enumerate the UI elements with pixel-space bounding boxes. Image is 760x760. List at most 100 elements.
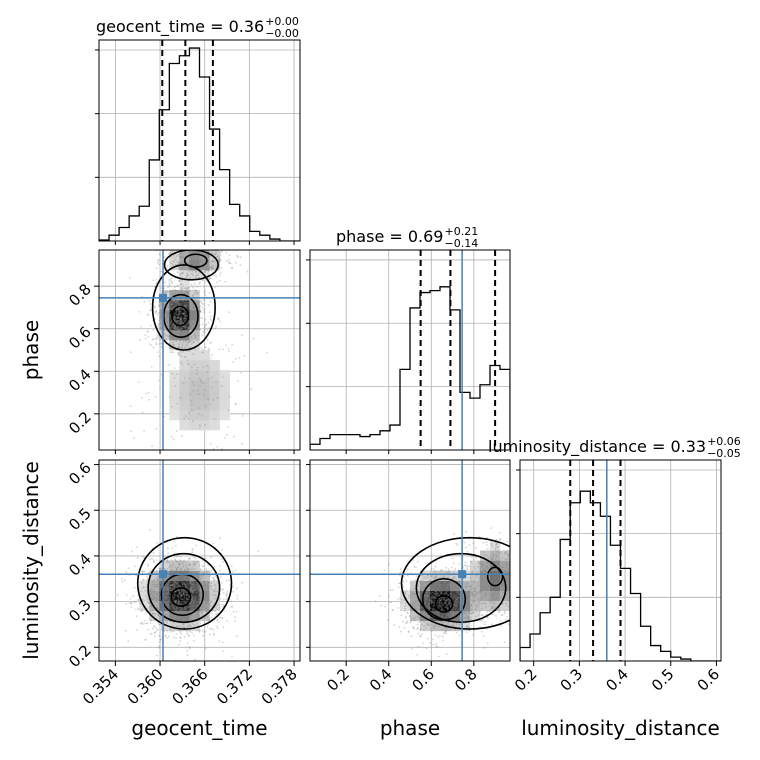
sample-point [149, 590, 152, 592]
sample-point [456, 589, 459, 591]
sample-point [207, 585, 209, 588]
sample-point [212, 265, 215, 267]
sample-point [494, 558, 497, 560]
sample-point [163, 596, 166, 598]
sample-point [219, 274, 221, 276]
density-cell [199, 600, 210, 612]
sample-point [210, 616, 213, 619]
sample-point [185, 329, 188, 332]
sample-point [149, 589, 152, 592]
sample-point [419, 588, 422, 591]
sample-point [480, 630, 483, 633]
sample-point [190, 583, 193, 585]
sample-point [201, 614, 204, 617]
sample-point [169, 251, 172, 254]
sample-point [496, 546, 499, 548]
sample-point [188, 609, 191, 612]
sample-point [208, 292, 211, 294]
sample-point [179, 329, 182, 331]
sample-point [524, 598, 526, 600]
sample-point [207, 398, 210, 401]
sample-point [188, 578, 191, 581]
sample-point [209, 633, 211, 636]
sample-point [431, 589, 433, 592]
sample-point [465, 584, 467, 587]
sample-point [486, 628, 489, 630]
sample-point [178, 307, 180, 309]
sample-point [171, 282, 173, 284]
sample-point [204, 585, 207, 588]
sample-point [197, 325, 200, 327]
sample-point [153, 595, 156, 598]
sample-point [158, 253, 161, 256]
sample-point [208, 254, 211, 257]
sample-point [173, 596, 176, 599]
sample-point [182, 317, 185, 320]
sample-point [144, 589, 147, 592]
sample-point [225, 579, 228, 582]
sample-point [477, 601, 480, 603]
sample-point [208, 255, 210, 258]
sample-point [202, 330, 205, 333]
sample-point [238, 468, 240, 470]
sample-point [204, 588, 206, 591]
sample-point [486, 589, 488, 592]
sample-point [177, 589, 179, 591]
sample-point [497, 564, 500, 566]
sample-point [175, 581, 178, 584]
density-cell [199, 360, 210, 371]
sample-point [466, 568, 469, 571]
sample-point [169, 628, 171, 631]
sample-point [199, 622, 202, 625]
sample-point [434, 590, 437, 593]
sample-point [156, 654, 158, 657]
sample-point [447, 568, 450, 570]
sample-point [181, 581, 184, 584]
sample-point [453, 576, 456, 579]
sample-point [186, 272, 189, 274]
sample-point [206, 601, 209, 604]
sample-point [192, 353, 195, 355]
sample-point [179, 273, 182, 276]
sample-point [492, 576, 495, 578]
sample-point [158, 263, 160, 266]
sample-point [179, 310, 182, 313]
sample-point [517, 608, 519, 610]
sample-point [478, 535, 481, 538]
sample-point [196, 262, 199, 265]
sample-point [441, 635, 444, 638]
sample-point [173, 327, 176, 330]
sample-point [169, 322, 172, 325]
sample-point [219, 575, 222, 578]
sample-point [512, 560, 514, 562]
sample-point [499, 594, 501, 597]
density-cell [480, 590, 491, 601]
density-cell [179, 420, 190, 431]
density-cell [169, 290, 180, 301]
sample-point [449, 629, 452, 631]
sample-point [454, 568, 456, 571]
density-cell [159, 560, 170, 571]
sample-point [180, 283, 183, 286]
sample-point [506, 578, 509, 581]
sample-point [189, 581, 191, 584]
sample-point [215, 381, 217, 383]
sample-point [418, 591, 420, 594]
sample-point [201, 259, 203, 262]
sample-point [529, 574, 531, 576]
sample-point [468, 544, 471, 547]
sample-point [150, 588, 153, 590]
sample-point [192, 580, 195, 583]
sample-point [457, 617, 459, 619]
sample-point [185, 598, 188, 601]
sample-point [177, 285, 180, 288]
sample-point [184, 301, 187, 304]
sample-point [197, 262, 199, 264]
sample-point [189, 602, 191, 605]
sample-point [177, 354, 180, 357]
sample-point [448, 570, 451, 573]
density-cell [199, 370, 210, 381]
sample-point [462, 600, 465, 603]
density-cell [169, 610, 180, 622]
sample-point [187, 329, 190, 332]
